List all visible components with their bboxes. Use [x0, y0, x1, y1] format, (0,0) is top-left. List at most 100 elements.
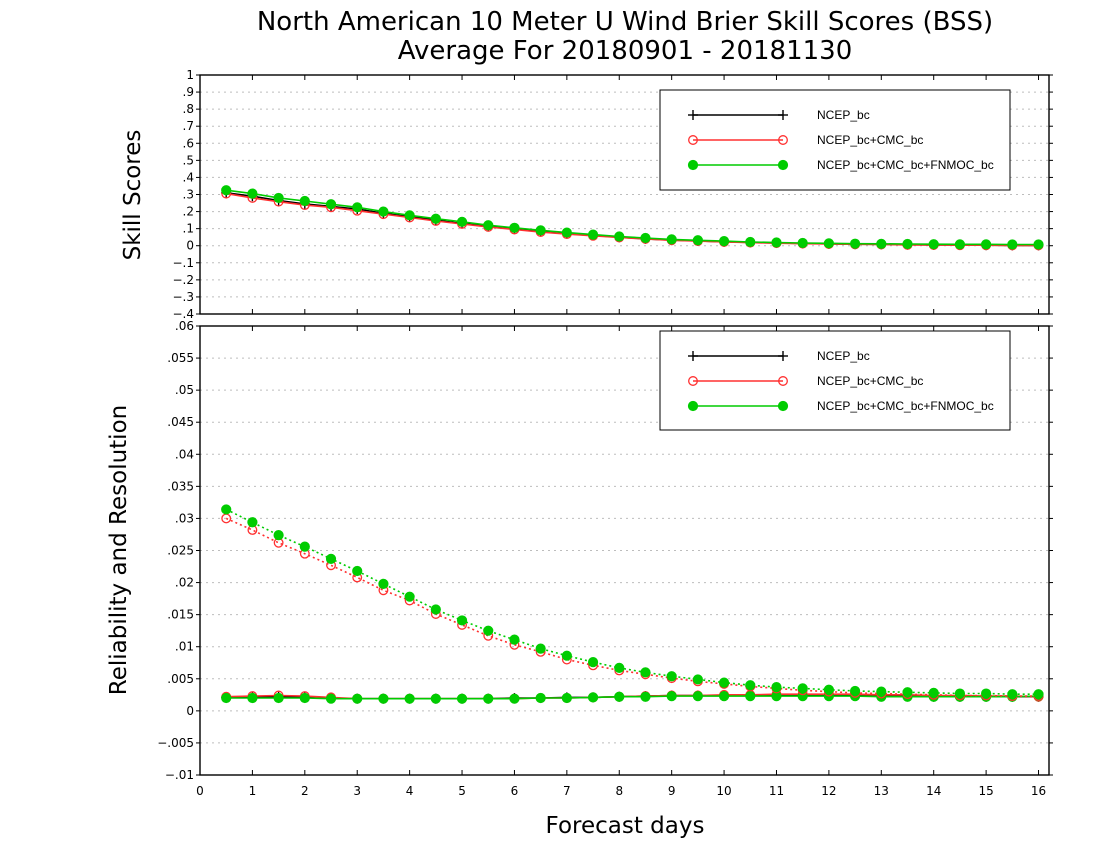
marker-circle-filled: [247, 692, 258, 704]
marker-circle-filled: [587, 657, 599, 668]
y-tick-label: .1: [183, 222, 194, 236]
marker-circle-filled: [692, 674, 703, 685]
y-tick-label: .04: [175, 447, 194, 461]
x-tick-label: 9: [668, 784, 676, 798]
marker-circle-filled: [692, 235, 703, 246]
legend: NCEP_bc NCEP_bc+CMC_bc NCEP_bc+CMC_bc+FNMO…: [659, 89, 1011, 191]
chart-title-line1: North American 10 Meter U Wind Brier Ski…: [257, 7, 993, 37]
marker-circle-filled: [954, 688, 966, 699]
x-tick-label: 12: [821, 784, 836, 798]
marker-circle-open: [778, 376, 788, 386]
marker-circle-filled: [535, 692, 546, 704]
marker-circle-filled: [221, 504, 232, 515]
marker-circle-filled: [325, 693, 337, 704]
plot-frame: [199, 74, 1050, 315]
marker-circle-filled: [483, 625, 494, 636]
marker-circle-filled: [247, 188, 258, 199]
marker-circle-filled: [718, 677, 730, 688]
marker-circle-filled: [509, 634, 520, 645]
marker-circle-filled: [535, 643, 546, 654]
marker-circle-filled: [666, 234, 677, 245]
y-tick-label: .015: [167, 608, 194, 622]
marker-circle-filled: [430, 693, 441, 704]
marker-circle-filled: [456, 693, 468, 704]
marker-circle-filled: [299, 195, 310, 207]
skill-scores-panel: −.4 −.3 −.2 −.1 0 .1 .2 .3 .4 .5 .6 .7 .8 .9 1 Skill Sc…: [120, 68, 1053, 321]
y-tick-label: −.005: [157, 736, 194, 750]
marker-circle-filled: [273, 530, 284, 541]
marker-circle-filled: [614, 691, 625, 702]
marker-circle-filled: [928, 239, 939, 250]
y-tick-label: .3: [183, 188, 194, 202]
legend-label: NCEP_bc+CMC_bc: [817, 374, 923, 388]
marker-circle-filled: [1007, 689, 1018, 700]
marker-circle-filled: [456, 216, 468, 227]
marker-circle-filled: [352, 565, 363, 577]
legend-entry: NCEP_bc: [688, 108, 870, 122]
x-tick-label: 13: [874, 784, 889, 798]
x-tick-label: 6: [511, 784, 519, 798]
x-tick-label: 5: [458, 784, 466, 798]
x-tick-label: 4: [406, 784, 414, 798]
marker-circle-filled: [687, 159, 699, 171]
y-tick-label: .01: [175, 640, 194, 654]
marker-circle-filled: [718, 236, 730, 247]
marker-circle-filled: [509, 693, 520, 704]
marker-circle-filled: [352, 693, 363, 704]
marker-circle-filled: [483, 693, 494, 704]
y-tick-label: .5: [183, 153, 194, 167]
y-tick-label: .2: [183, 205, 194, 219]
marker-circle-filled: [614, 662, 625, 673]
marker-circle-filled: [352, 202, 363, 213]
marker-circle-filled: [1033, 239, 1044, 250]
marker-circle-filled: [587, 692, 599, 703]
marker-circle-filled: [378, 578, 389, 589]
marker-circle-filled: [876, 238, 887, 249]
marker-circle-filled: [561, 692, 572, 704]
chart-title-line2: Average For 20180901 - 20181130: [398, 36, 853, 66]
x-tick-label: 16: [1031, 784, 1046, 798]
marker-circle-filled: [299, 692, 310, 704]
y-tick-label: −.2: [172, 273, 194, 287]
y-tick-label: .8: [183, 102, 194, 116]
marker-circle-filled: [509, 222, 520, 233]
legend-entry: NCEP_bc+CMC_bc+FNMOC_bc: [687, 399, 994, 413]
marker-circle-filled: [1033, 689, 1044, 700]
marker-circle-open: [778, 135, 788, 145]
marker-circle-filled: [902, 238, 913, 250]
x-tick-label: 0: [196, 784, 204, 798]
y-tick-label: −.3: [172, 290, 194, 304]
marker-circle-filled: [981, 688, 992, 699]
y-tick-label: .9: [183, 85, 194, 99]
marker-circle-filled: [640, 667, 651, 678]
x-tick-label: 11: [769, 784, 784, 798]
series-NCEP_bc+CMC_bc+FNMOC_bc: [221, 691, 1044, 704]
marker-circle-filled: [902, 687, 913, 698]
marker-circle-filled: [823, 238, 834, 249]
marker-circle-filled: [221, 692, 232, 704]
marker-circle-filled: [430, 213, 441, 224]
marker-circle-filled: [849, 685, 861, 697]
marker-circle-filled: [981, 239, 992, 250]
marker-circle-filled: [687, 400, 699, 412]
y-tick-label: .4: [183, 170, 194, 184]
marker-circle-filled: [221, 185, 232, 196]
marker-circle-filled: [823, 684, 834, 695]
y-tick-label: .03: [175, 511, 194, 525]
legend-entry: NCEP_bc+CMC_bc: [688, 374, 923, 388]
marker-circle-filled: [535, 225, 546, 236]
marker-circle-filled: [378, 693, 389, 704]
series-unnamed-dotted: [221, 504, 1044, 700]
marker-circle-filled: [430, 604, 441, 615]
y-tick-label: 0: [186, 704, 194, 718]
marker-circle-filled: [928, 687, 939, 698]
x-tick-label: 1: [249, 784, 257, 798]
y-tick-label: .055: [167, 351, 194, 365]
marker-circle-filled: [404, 693, 415, 704]
y-tick-label: −.01: [165, 768, 194, 782]
marker-circle-filled: [325, 199, 337, 210]
legend: NCEP_bc NCEP_bc+CMC_bc NCEP_bc+CMC_bc+FNMO…: [659, 330, 1011, 431]
marker-circle-filled: [797, 683, 808, 694]
plot-frame: [199, 325, 1050, 776]
